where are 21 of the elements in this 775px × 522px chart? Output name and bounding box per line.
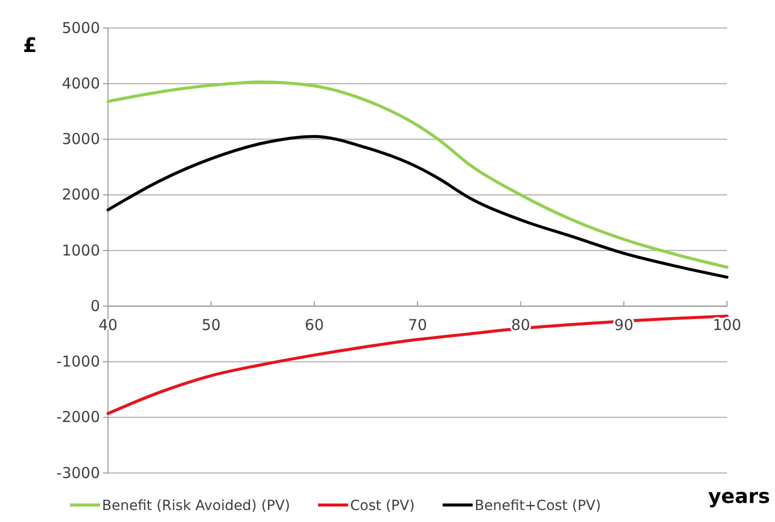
y-tick-label: -3000 [56, 464, 100, 482]
line-series [106, 80, 728, 269]
line-series [106, 134, 728, 279]
legend-label: Cost (PV) [350, 498, 415, 514]
y-tick-label: -2000 [56, 408, 100, 426]
x-tick-label: 70 [408, 316, 428, 334]
x-tick-label: 100 [712, 316, 742, 334]
x-tick-label: 50 [202, 316, 221, 334]
x-tick-label: 60 [304, 316, 324, 334]
y-tick-label: 3000 [62, 130, 100, 148]
y-tick-label: 1000 [62, 241, 100, 260]
y-tick-label: 4000 [62, 74, 100, 92]
y-tick-label: 0 [90, 296, 100, 315]
y-tick-label: 2000 [62, 186, 100, 204]
y-tick-label: 5000 [62, 18, 100, 37]
x-tick-label: 40 [98, 316, 118, 334]
x-axis-title: years [708, 484, 770, 508]
y-axis-title: £ [23, 33, 37, 57]
y-tick-label: -1000 [56, 352, 100, 371]
legend-label: Benefit+Cost (PV) [474, 498, 601, 514]
legend-label: Benefit (Risk Avoided) (PV) [102, 498, 290, 514]
